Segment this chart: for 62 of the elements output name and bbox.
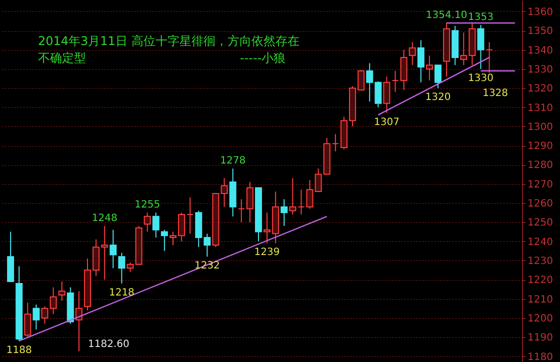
y-tick-label: 1270 bbox=[528, 179, 553, 190]
annotation: 1248 bbox=[92, 213, 118, 224]
candlestick bbox=[238, 198, 245, 223]
y-tick-label: 1310 bbox=[528, 102, 553, 114]
candlestick bbox=[144, 212, 151, 232]
y-tick-label: 1360 bbox=[528, 6, 553, 18]
candlestick bbox=[32, 304, 40, 330]
annotation: 1188 bbox=[6, 344, 32, 356]
candlestick bbox=[426, 55, 433, 81]
candlestick bbox=[220, 178, 228, 208]
candlestick bbox=[246, 181, 254, 223]
annotation: 1239 bbox=[254, 247, 280, 258]
y-tick-label: 1230 bbox=[528, 256, 553, 267]
annotation: 1307 bbox=[374, 117, 400, 128]
y-tick-label: 1350 bbox=[528, 26, 553, 38]
y-tick-label: 1340 bbox=[528, 45, 553, 56]
candlestick bbox=[160, 229, 168, 252]
y-tick-label: 1190 bbox=[528, 332, 553, 344]
candlestick bbox=[152, 212, 160, 238]
y-tick-label: 1300 bbox=[528, 122, 553, 133]
annotation: -----小狼 bbox=[240, 51, 286, 65]
annotation: 1328 bbox=[482, 88, 508, 99]
candlestick bbox=[383, 76, 390, 114]
annotation: 1255 bbox=[134, 200, 160, 211]
annotation: 不确定型 bbox=[38, 51, 86, 65]
y-tick-label: 1250 bbox=[528, 218, 553, 229]
annotation: 1182.60 bbox=[88, 339, 130, 350]
y-tick-label: 1180 bbox=[528, 352, 553, 362]
annotation: 1218 bbox=[108, 287, 134, 298]
candlestick bbox=[298, 189, 305, 216]
candlestick bbox=[280, 198, 288, 227]
candlestick bbox=[289, 178, 296, 216]
candlestick bbox=[118, 252, 126, 284]
annotation: 1330 bbox=[468, 72, 494, 84]
y-tick-label: 1290 bbox=[528, 141, 553, 152]
y-tick-label: 1220 bbox=[528, 275, 553, 286]
annotation: 1278 bbox=[220, 156, 246, 167]
candlestick bbox=[486, 42, 493, 74]
candlestick bbox=[392, 70, 399, 92]
candlestick bbox=[110, 229, 117, 269]
annotation: 1353 bbox=[468, 12, 494, 23]
candlestick bbox=[434, 64, 442, 89]
y-tick-label: 1320 bbox=[528, 84, 553, 95]
candlestick bbox=[408, 42, 416, 66]
annotation: 2014年3月11日 高位十字星徘徊，方向依然存在 bbox=[38, 34, 300, 48]
candlestick bbox=[186, 196, 194, 234]
y-tick-label: 1280 bbox=[528, 160, 553, 172]
annotation: 1320 bbox=[425, 92, 451, 104]
candlestick bbox=[75, 290, 82, 352]
y-tick-label: 1240 bbox=[528, 236, 553, 248]
y-tick-label: 1210 bbox=[528, 294, 553, 306]
y-tick-label: 1260 bbox=[528, 198, 553, 210]
y-tick-label: 1200 bbox=[528, 313, 553, 324]
candlestick bbox=[417, 40, 424, 83]
y-tick-label: 1330 bbox=[528, 64, 553, 76]
candlestick bbox=[332, 134, 339, 152]
candlestick bbox=[126, 262, 134, 272]
candlestick bbox=[400, 49, 408, 91]
annotation: 1354.10 bbox=[426, 10, 468, 21]
candlestick bbox=[58, 281, 66, 302]
candlestick bbox=[477, 24, 484, 70]
candlestick bbox=[24, 302, 32, 338]
